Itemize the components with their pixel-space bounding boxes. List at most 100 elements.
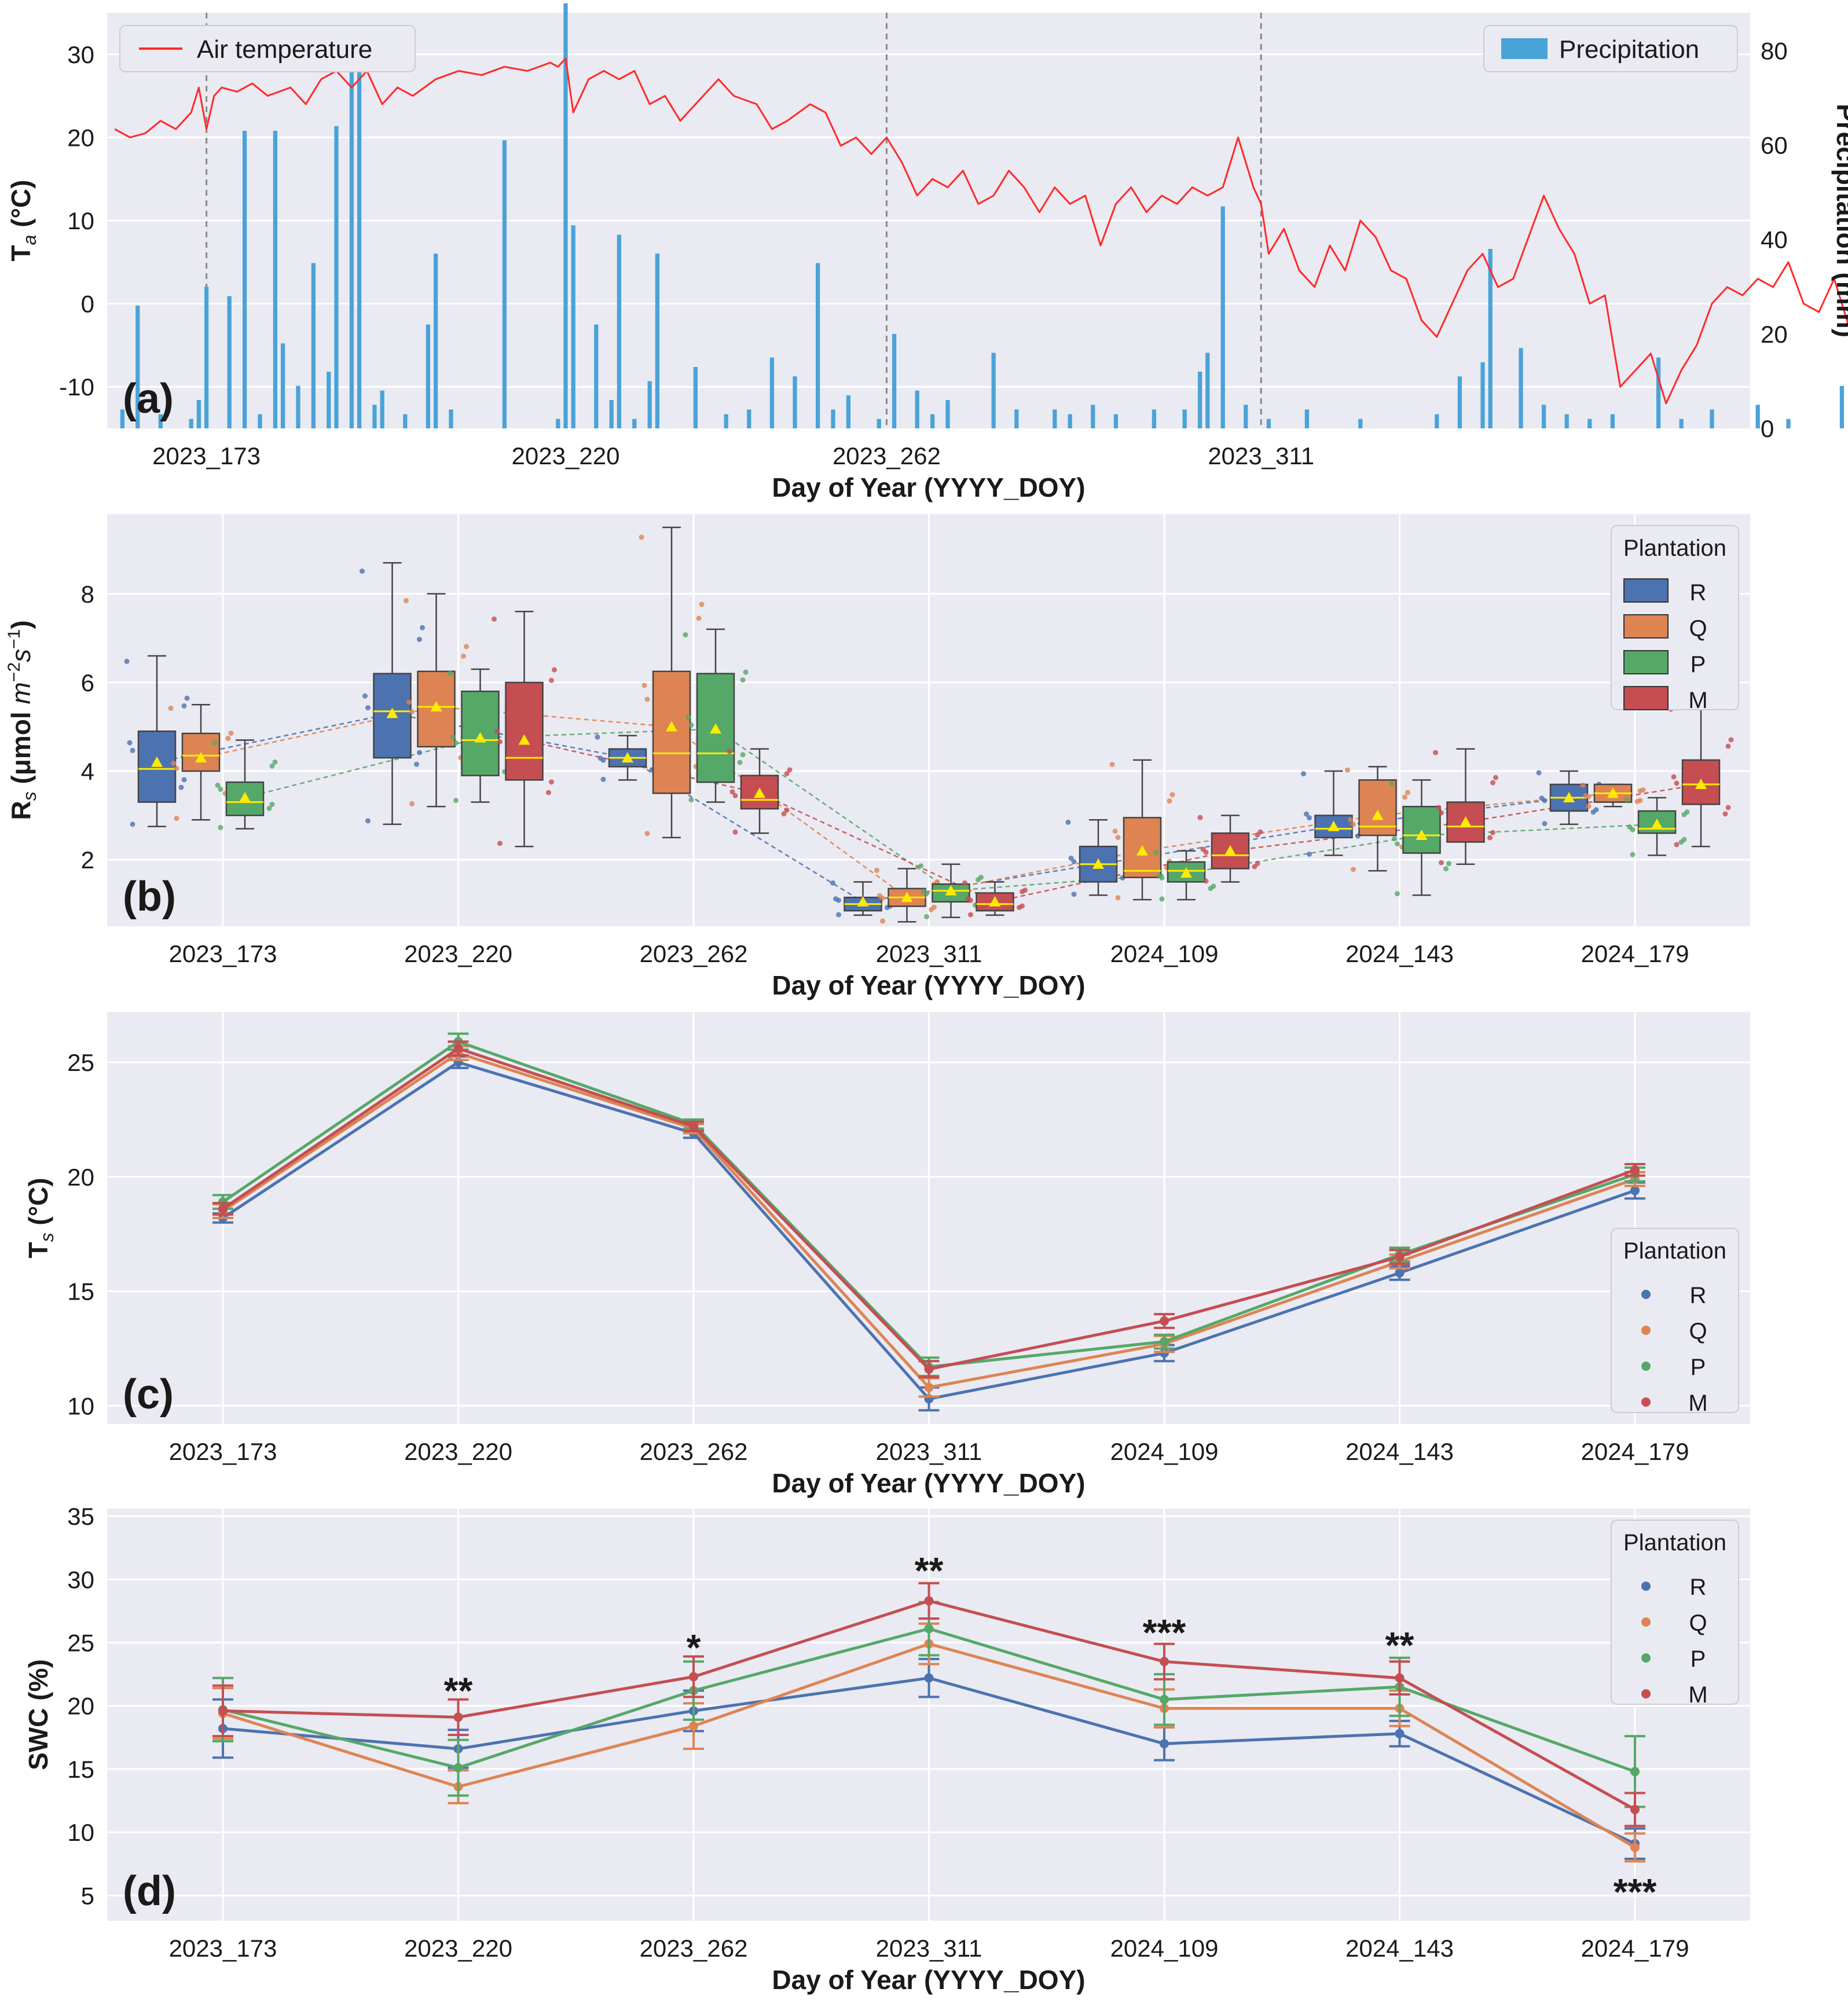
y-title-sub: s [36,1232,57,1242]
precipitation-bar [877,419,881,428]
data-point [1624,797,1630,802]
precipitation-bar [1610,414,1615,428]
x-tick-label: 2023_220 [404,1935,512,1962]
data-point [1160,1337,1169,1346]
mean-marker [857,896,869,907]
data-point [552,667,557,673]
data-point [218,786,223,792]
data-point [1255,861,1260,867]
data-point [978,875,984,880]
data-point [184,695,190,701]
precipitation-bar [426,324,431,428]
legend-title: Plantation [1623,1238,1726,1264]
precipitation-bar [1197,372,1202,428]
data-point [1395,1268,1405,1278]
data-point [644,831,650,836]
data-point [597,755,603,761]
data-point [464,644,469,650]
x-tick-label: 2023_220 [404,940,512,967]
mean-marker [239,791,251,802]
mean-marker [1136,845,1148,856]
precipitation-bar [617,234,622,428]
panel-label: (d) [123,1868,176,1914]
y2-tick-label: 60 [1761,131,1788,159]
data-point [1630,1843,1640,1852]
x-tick-label: 2024_179 [1581,940,1689,967]
precipitation-bar [831,409,835,428]
y-title-main: T [23,1242,53,1258]
data-point [1583,793,1589,799]
data-point [174,766,179,772]
data-point [1071,858,1077,864]
precipitation-bar [135,305,140,428]
data-point [644,696,650,702]
legend-label: Air temperature [197,35,372,64]
data-point [688,797,694,803]
precipitation-bar [632,419,637,428]
precipitation-bar [1220,206,1225,428]
mean-marker [1092,858,1104,869]
legend-label-R: R [1690,1575,1707,1600]
mean-marker [386,707,398,718]
legend-dot-M [1641,1397,1651,1407]
significance-marker: ** [444,1670,473,1712]
data-point [1389,781,1394,787]
x-tick-label: 2024_179 [1581,1935,1689,1962]
x-tick-label: 2023_262 [640,1935,748,1962]
significance-marker: ** [915,1550,944,1591]
precipitation-bar [502,140,507,428]
y-title-rest: (°C) [23,1177,53,1232]
data-point [934,879,940,885]
y-tick-label: 25 [67,1630,94,1657]
mean-marker [1224,845,1236,856]
precipitation-bar [1435,414,1439,428]
data-point [784,770,790,776]
data-point [1307,852,1312,857]
mean-marker [945,885,957,896]
data-point [453,1712,463,1722]
y-tick-label: 15 [67,1278,94,1305]
precipitation-bars [120,3,1845,428]
legend-label: Precipitation [1559,35,1699,64]
data-point [409,801,415,806]
precipitation-bar [655,254,660,428]
precipitation-bar [273,130,278,428]
y-title-part: m [6,682,36,704]
precipitation-bar [815,263,820,428]
x-axis-title: Day of Year (YYYY_DOY) [772,970,1085,1000]
points [1624,797,1690,857]
data-point [453,740,459,746]
data-point [1593,807,1599,813]
data-point [1307,815,1312,821]
y-tick-label: 30 [67,41,94,68]
data-point [830,880,835,886]
data-point [549,677,554,683]
precipitation-bar [189,419,193,428]
data-point [1630,1186,1640,1195]
mean-marker [1695,779,1707,790]
data-point [924,1596,934,1606]
x-tick-label: 2024_109 [1110,940,1219,967]
x-tick-label: 2024_109 [1110,1935,1219,1962]
data-point [1257,829,1263,835]
precipitation-bar [433,254,438,428]
data-point [1395,1729,1405,1738]
precipitation-bar [724,414,728,428]
data-point [740,752,746,758]
data-point [924,1673,934,1683]
data-point [453,1044,463,1054]
precipitation-bar [1457,376,1462,428]
data-point [880,918,885,924]
data-point [962,880,967,886]
data-point [124,658,130,664]
precipitation-bar [1266,419,1271,428]
precipitation-bar [403,414,408,428]
data-point [732,829,738,835]
data-point [1203,878,1209,884]
y2-tick-label: 20 [1761,321,1788,348]
points [1580,782,1646,809]
precipitation-bar [1839,386,1845,428]
data-point [1640,787,1646,793]
mean-marker [1563,791,1575,802]
